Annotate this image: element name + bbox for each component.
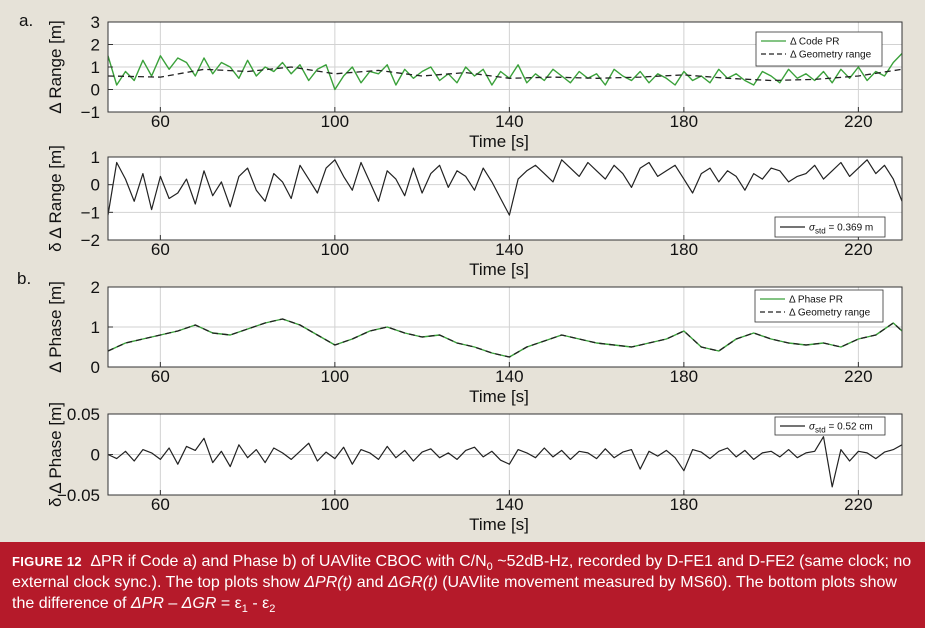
x-tick-label-1: 60: [151, 367, 170, 386]
y-tick-label-1: −1: [81, 103, 100, 122]
legend-box: [774, 216, 886, 238]
x-axis-title: Time [s]: [469, 515, 529, 534]
caption-text-3: (UAVlite movement measured by MS60). The…: [12, 574, 897, 612]
x-tick-label-4: 180: [670, 367, 698, 386]
legend: σstd = 0.369 m: [774, 216, 886, 238]
caption-sub-2: 2: [269, 603, 276, 616]
x-axis-title: Time [s]: [469, 387, 529, 406]
caption-and: and: [352, 574, 388, 591]
legend-label-1: Δ Phase PR: [789, 295, 843, 306]
x-tick-label-5: 220: [844, 240, 872, 259]
y-tick-label-2: −1: [81, 203, 100, 222]
y-tick-label-3: 0.05: [67, 405, 100, 424]
y-tick-label-3: 0: [91, 176, 100, 195]
x-tick-label-2: 100: [321, 495, 349, 514]
x-tick-label-4: 180: [670, 112, 698, 131]
caption-text-1: ΔPR if Code a) and Phase b) of UAVlite C…: [90, 553, 487, 570]
caption-minus: –: [163, 595, 182, 612]
caption-pr-t: ΔPR(t): [304, 574, 353, 591]
y-axis-title: δ Δ Range [m]: [46, 145, 65, 252]
series-line-1: [108, 159, 902, 216]
caption-dpr: ΔPR: [130, 595, 164, 612]
y-tick-label-3: 1: [91, 58, 100, 77]
legend-box: [755, 31, 883, 67]
caption-sub-0: 0: [486, 561, 493, 574]
y-axis-title: δ Δ Phase [m]: [46, 402, 65, 507]
y-tick-label-4: 2: [91, 36, 100, 55]
panel-letter: a.: [19, 11, 33, 30]
x-tick-label-2: 100: [321, 240, 349, 259]
y-tick-label-1: −0.05: [57, 486, 100, 505]
legend: σstd = 0.52 cm: [774, 416, 886, 436]
y-axis-title: Δ Range [m]: [46, 20, 65, 114]
series-line-1: [108, 436, 902, 488]
y-axis-title: Δ Phase [m]: [46, 281, 65, 373]
legend-label-1: σstd = 0.52 cm: [809, 422, 873, 435]
x-axis-title: Time [s]: [469, 132, 529, 151]
x-tick-label-5: 220: [844, 367, 872, 386]
caption-sub-1: 1: [241, 603, 248, 616]
caption-dgr: ΔGR: [181, 595, 217, 612]
x-tick-label-5: 220: [844, 112, 872, 131]
figure-caption: FIGURE 12 ΔPR if Code a) and Phase b) of…: [0, 542, 925, 628]
legend-label-2: Δ Geometry range: [789, 308, 871, 319]
series-line-2: [108, 66, 902, 82]
x-tick-label-1: 60: [151, 240, 170, 259]
y-tick-label-2: 0: [91, 81, 100, 100]
x-tick-label-1: 60: [151, 495, 170, 514]
x-tick-label-3: 140: [495, 112, 523, 131]
series-line-2: [108, 318, 902, 358]
x-tick-label-2: 100: [321, 367, 349, 386]
x-tick-label-3: 140: [495, 495, 523, 514]
legend-label-1: σstd = 0.369 m: [809, 223, 873, 236]
chart-panel-4: 60 100 140 180 220 −0.05 0 0.05 Time [s] δ Δ Phas…: [46, 402, 903, 534]
caption-dash: - ε: [247, 595, 270, 612]
x-tick-label-4: 180: [670, 495, 698, 514]
x-tick-label-4: 180: [670, 240, 698, 259]
figure-label: FIGURE 12: [12, 554, 82, 569]
legend: Δ Phase PR Δ Geometry range: [754, 289, 884, 323]
plot-frame: [107, 156, 903, 241]
x-tick-label-2: 100: [321, 112, 349, 131]
legend-label-1: Δ Code PR: [790, 37, 839, 48]
x-tick-label-5: 220: [844, 495, 872, 514]
caption-eq: = ε: [216, 595, 242, 612]
chart-panel-1: 60 100 140 180 220 −1 0 1 2 3 Time [s] Δ Range [m] a…: [19, 11, 903, 151]
series-line-1: [108, 53, 902, 91]
chart-panel-2: 60 100 140 180 220 −2 −1 0 1 Time [s] δ Δ Range [m…: [46, 145, 903, 279]
legend-label-2: Δ Geometry range: [790, 50, 872, 61]
x-tick-label-3: 140: [495, 367, 523, 386]
y-tick-label-3: 2: [91, 278, 100, 297]
y-tick-label-2: 1: [91, 318, 100, 337]
x-tick-label-1: 60: [151, 112, 170, 131]
chart-panel-3: 60 100 140 180 220 0 1 2 Time [s] Δ Phase [m] b. Δ …: [17, 269, 903, 406]
legend: Δ Code PR Δ Geometry range: [755, 31, 883, 67]
y-tick-label-4: 1: [91, 148, 100, 167]
x-tick-label-3: 140: [495, 240, 523, 259]
x-axis-title: Time [s]: [469, 260, 529, 279]
y-tick-label-1: −2: [81, 231, 100, 250]
legend-box: [774, 416, 886, 436]
caption-gr-t: ΔGR(t): [387, 574, 438, 591]
legend-box: [754, 289, 884, 323]
y-tick-label-1: 0: [91, 358, 100, 377]
panel-letter: b.: [17, 269, 31, 288]
y-tick-label-5: 3: [91, 13, 100, 32]
y-tick-label-2: 0: [91, 446, 100, 465]
caption-text-2: ~52dB-Hz, recorded by D-FE1 and D-FE2 (s…: [12, 553, 912, 591]
